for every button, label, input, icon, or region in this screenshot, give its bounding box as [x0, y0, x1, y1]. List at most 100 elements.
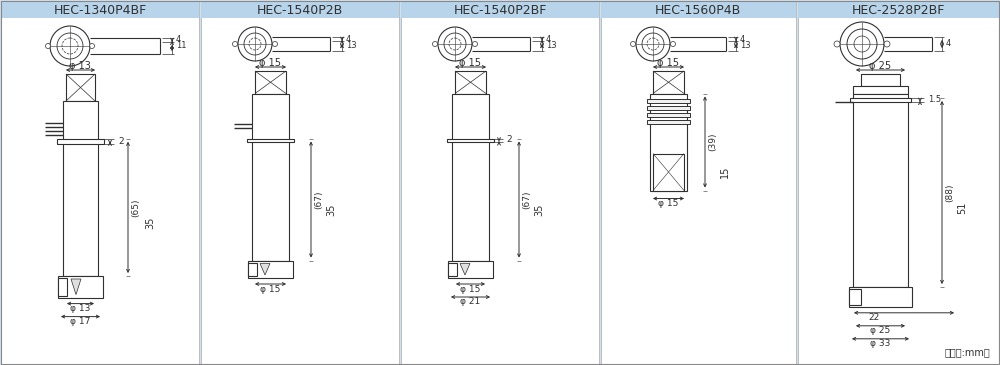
- Text: HEC-1340P4BF: HEC-1340P4BF: [53, 4, 147, 16]
- Bar: [647, 99, 690, 103]
- Text: φ 25: φ 25: [870, 326, 890, 335]
- Text: 13: 13: [346, 41, 357, 50]
- Bar: [201, 1, 399, 364]
- Text: φ 15: φ 15: [259, 58, 281, 68]
- Text: 2: 2: [506, 135, 512, 145]
- Text: φ 33: φ 33: [870, 339, 890, 348]
- Text: φ 15: φ 15: [657, 58, 679, 68]
- Text: (67): (67): [522, 190, 532, 209]
- Text: φ 15: φ 15: [658, 199, 678, 208]
- Text: 4: 4: [740, 35, 745, 43]
- Text: (88): (88): [946, 183, 954, 202]
- Bar: [850, 98, 911, 102]
- Bar: [647, 119, 690, 123]
- Circle shape: [249, 38, 261, 50]
- Circle shape: [62, 38, 78, 54]
- Bar: [853, 94, 908, 287]
- Circle shape: [438, 27, 472, 61]
- Bar: [798, 1, 999, 364]
- Bar: [252, 93, 289, 261]
- Text: HEC-1540P2B: HEC-1540P2B: [257, 4, 343, 16]
- Circle shape: [90, 43, 94, 49]
- Text: φ 13: φ 13: [69, 61, 91, 71]
- Text: φ 13: φ 13: [70, 304, 90, 313]
- Text: 2: 2: [118, 137, 124, 146]
- Circle shape: [854, 36, 870, 52]
- Bar: [601, 1, 796, 18]
- Text: φ 17: φ 17: [70, 317, 90, 326]
- Text: HEC-1540P2BF: HEC-1540P2BF: [453, 4, 547, 16]
- Bar: [653, 71, 684, 93]
- Text: φ 21: φ 21: [460, 297, 480, 307]
- Circle shape: [847, 29, 877, 59]
- Bar: [798, 1, 999, 18]
- Circle shape: [50, 26, 90, 66]
- Bar: [401, 1, 599, 18]
- Bar: [247, 138, 294, 142]
- Circle shape: [840, 22, 884, 66]
- Bar: [447, 138, 494, 142]
- Bar: [647, 105, 690, 110]
- Circle shape: [670, 42, 676, 46]
- Text: (39): (39): [708, 133, 718, 151]
- Text: 4: 4: [946, 39, 951, 49]
- Bar: [58, 278, 67, 296]
- Bar: [201, 1, 399, 18]
- Text: φ 25: φ 25: [869, 61, 891, 71]
- Text: （単位:mm）: （単位:mm）: [944, 347, 990, 357]
- Bar: [601, 1, 796, 364]
- Bar: [248, 261, 293, 278]
- Text: (67): (67): [314, 190, 324, 209]
- Text: HEC-2528P2BF: HEC-2528P2BF: [851, 4, 945, 16]
- Circle shape: [244, 33, 266, 55]
- Text: 11: 11: [176, 42, 186, 50]
- Bar: [849, 289, 861, 305]
- Bar: [58, 276, 103, 297]
- Polygon shape: [460, 264, 470, 275]
- Circle shape: [473, 42, 478, 46]
- Circle shape: [834, 41, 840, 47]
- Polygon shape: [260, 264, 270, 275]
- Circle shape: [46, 43, 50, 49]
- Text: 15: 15: [720, 166, 730, 178]
- Text: 35: 35: [326, 203, 336, 216]
- Bar: [647, 112, 690, 116]
- Circle shape: [642, 33, 664, 55]
- Text: 13: 13: [740, 41, 751, 50]
- Bar: [63, 101, 98, 276]
- Circle shape: [884, 41, 890, 47]
- Text: 51: 51: [957, 201, 967, 214]
- Polygon shape: [71, 279, 81, 295]
- Circle shape: [647, 38, 659, 50]
- Text: 35: 35: [145, 216, 155, 228]
- Text: φ 15: φ 15: [260, 284, 280, 293]
- Bar: [255, 71, 286, 93]
- Text: 13: 13: [546, 41, 557, 50]
- Text: 4: 4: [346, 35, 351, 43]
- Bar: [455, 71, 486, 93]
- Bar: [653, 154, 684, 191]
- Bar: [248, 262, 257, 276]
- Bar: [452, 93, 489, 261]
- Text: HEC-1560P4B: HEC-1560P4B: [655, 4, 741, 16]
- Circle shape: [432, 42, 438, 46]
- Circle shape: [631, 42, 636, 46]
- Bar: [650, 93, 687, 191]
- Text: 4: 4: [176, 35, 181, 45]
- Bar: [861, 74, 900, 86]
- Circle shape: [444, 33, 466, 55]
- Bar: [849, 287, 912, 307]
- Circle shape: [238, 27, 272, 61]
- Text: φ 15: φ 15: [460, 284, 480, 293]
- Bar: [1, 1, 199, 18]
- Circle shape: [272, 42, 278, 46]
- Bar: [853, 86, 908, 94]
- Text: φ 15: φ 15: [459, 58, 481, 68]
- Bar: [448, 261, 493, 278]
- Bar: [448, 262, 457, 276]
- Bar: [57, 139, 104, 144]
- Circle shape: [57, 33, 83, 59]
- Text: 4: 4: [546, 35, 551, 43]
- Text: 35: 35: [534, 203, 544, 216]
- Bar: [401, 1, 599, 364]
